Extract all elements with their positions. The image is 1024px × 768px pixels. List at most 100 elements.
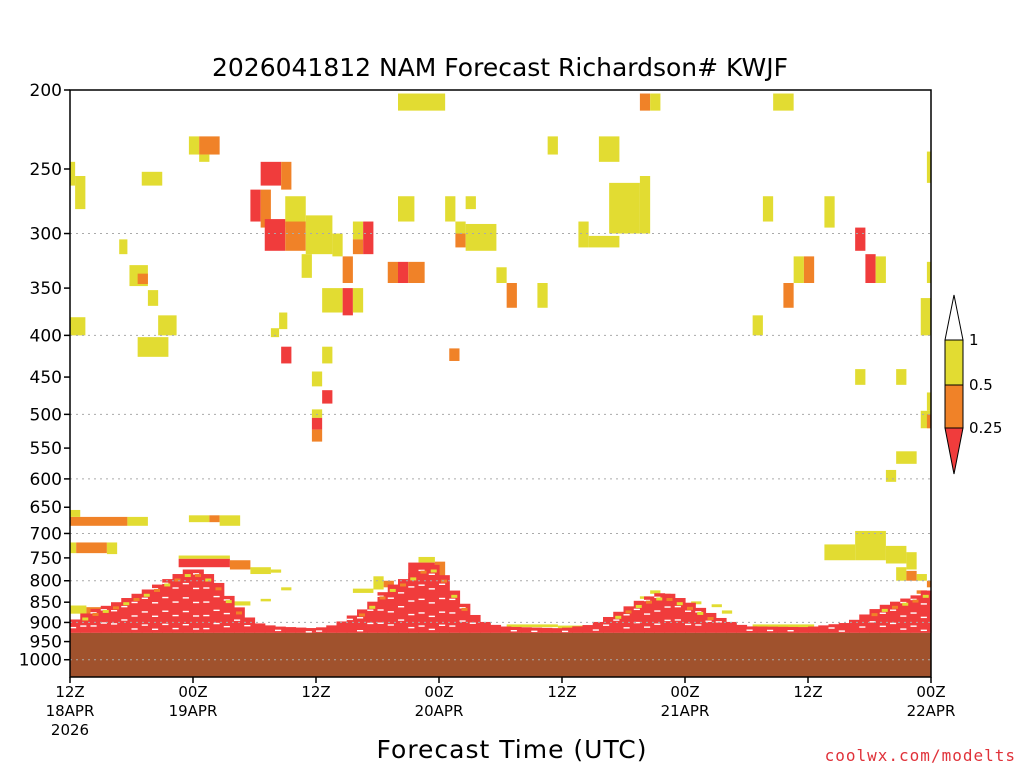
ri-cell-high [926,261,931,284]
y-tick-label: 350 [30,279,62,299]
boundary-layer-column [685,602,696,633]
level-gap [562,630,569,633]
ri-cell-high [281,587,292,591]
level-gap [408,613,415,616]
ri-cell-high [178,555,230,559]
ri-cell-high [141,171,163,186]
ri-cell-high [465,223,497,251]
x-tick-label: 00Z [424,683,453,701]
ri-cell-high [260,598,271,602]
ri-cell-high [106,542,118,555]
ri-cell-mid [352,239,364,255]
x-tick-label: 12Z [301,683,330,701]
level-gap [121,605,128,608]
level-gap [387,597,394,599]
legend-label: 0.25 [969,419,1002,437]
level-gap [398,592,405,594]
ri-cell-low [342,288,353,316]
ri-cell-high [70,317,86,336]
level-gap [80,625,87,627]
ri-speckle-mid [400,583,406,587]
ri-speckle-high [881,608,888,612]
ri-speckle-high [676,602,683,606]
x-axis-label: Forecast Time (UTC) [377,735,648,764]
boundary-layer-column [172,574,184,633]
boundary-layer-column [459,603,471,633]
level-gap [100,609,107,611]
boundary-layer-column [141,589,153,633]
level-gap [418,598,425,601]
ri-speckle-mid [174,578,181,582]
level-gap [70,626,77,629]
ri-cell-high [650,93,661,111]
ri-cell-high [305,215,333,255]
y-tick-label: 850 [30,593,62,613]
y-tick-label: 700 [30,524,62,544]
boundary-layer-column [285,627,297,633]
credit-text: coolwx.com/modelts [825,746,1016,765]
level-gap [449,598,456,601]
ri-cell-high [896,369,907,385]
ri-cell-low [281,346,292,364]
ri-cell-high [793,256,804,284]
ri-speckle-high [902,602,909,606]
level-gap [418,625,425,627]
ri-cell-high [752,624,815,628]
ri-cell-high [250,567,271,575]
boundary-layer-column [305,628,317,633]
level-gap [172,601,179,603]
level-gap [654,610,661,612]
ri-cell-high [398,93,446,111]
level-gap [920,603,927,605]
ri-speckle-mid [154,588,160,592]
x-tick-label: 12Z [793,683,822,701]
ri-cell-high [70,509,81,517]
level-gap [193,573,200,575]
level-gap [644,599,651,602]
ri-cell-mid [137,273,148,285]
ri-speckle-high [430,569,437,573]
ri-cell-high [147,290,159,306]
ri-cell-high [75,176,86,210]
ri-cell-high [219,515,241,526]
ri-cell-mid [926,580,931,588]
ri-cell-mid [70,516,128,526]
ri-cell-low [398,261,409,284]
level-gap [664,619,671,622]
level-gap [275,629,282,632]
boundary-layer-column [213,582,225,633]
ri-cell-high [598,136,620,162]
level-gap [654,623,661,625]
boundary-layer-column [797,627,809,633]
boundary-layer-column [264,625,276,633]
ri-cell-high [332,233,343,257]
level-gap [111,610,118,612]
frame-rect [69,89,932,678]
level-gap [182,610,189,613]
level-gap [90,612,97,614]
ri-cell-high [158,315,177,336]
ri-cell-high [311,371,323,387]
level-gap [398,619,405,621]
level-gap [900,628,907,630]
level-gap [469,622,476,624]
legend-label: 1 [969,331,979,349]
ri-cell-low [311,417,323,430]
x-tick-label: 00Z [670,683,699,701]
y-tick-label: 600 [30,470,62,490]
boundary-layer-column [326,625,338,633]
level-gap [664,606,671,608]
x-tick-label: 12Z [55,683,84,701]
level-gap [121,619,128,621]
ri-speckle-mid [687,606,693,610]
ri-speckle-mid [912,599,919,603]
level-gap [152,615,159,617]
boundary-layer-column [890,601,901,633]
level-gap [357,630,364,632]
boundary-layer-column [469,614,481,633]
level-gap [100,622,107,624]
ri-speckle-mid [625,610,632,614]
boundary-layer-column [387,584,399,633]
boundary-layer-column [818,625,830,633]
